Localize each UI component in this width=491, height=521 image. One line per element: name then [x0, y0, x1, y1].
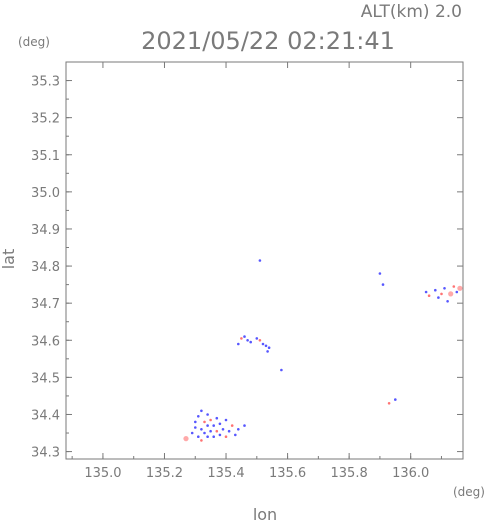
y-tick-label: 34.4 — [31, 408, 60, 423]
scatter-point — [215, 429, 219, 433]
y-tick-label: 35.2 — [31, 112, 60, 127]
scatter-point — [209, 418, 212, 422]
scatter-point — [264, 344, 268, 348]
scatter-point — [267, 346, 271, 350]
scatter-point — [209, 429, 212, 433]
scatter-point — [434, 288, 437, 292]
scatter-point — [255, 337, 259, 340]
y-tick-label: 35.1 — [31, 149, 60, 164]
scatter-point — [381, 283, 385, 286]
scatter-point — [446, 300, 449, 303]
scatter-point — [203, 431, 206, 435]
y-tick-label: 34.5 — [31, 371, 60, 386]
scatter-point — [194, 426, 197, 429]
x-unit-label: (deg) — [453, 485, 485, 499]
scatter-point — [215, 416, 219, 420]
scatter-point — [200, 428, 203, 431]
scatter-point — [243, 335, 246, 338]
y-tick-label: 34.3 — [31, 446, 60, 461]
scatter-point — [206, 413, 209, 416]
scatter-point — [203, 420, 206, 424]
scatter-point — [455, 290, 459, 294]
x-tick-label: 135.6 — [269, 466, 306, 481]
scatter-point — [394, 398, 397, 401]
scatter-point — [448, 291, 454, 297]
y-tick-label: 34.9 — [31, 223, 60, 238]
scatter-point — [206, 424, 209, 427]
scatter-point — [246, 339, 249, 342]
scatter-point — [224, 435, 228, 439]
y-tick-label: 35.3 — [31, 75, 60, 90]
scatter-point — [280, 368, 283, 372]
y-tick-label: 35.0 — [31, 186, 60, 201]
x-tick-label: 135.8 — [331, 466, 368, 481]
scatter-point — [212, 435, 215, 439]
x-tick-label: 135.0 — [84, 466, 121, 481]
x-tick-label: 136.0 — [392, 466, 429, 481]
scatter-point — [230, 424, 234, 427]
scatter-point — [218, 433, 222, 437]
scatter-point — [194, 420, 197, 424]
scatter-point — [443, 287, 446, 290]
scatter-point — [221, 428, 225, 431]
scatter-point — [197, 415, 200, 418]
scatter-point — [224, 418, 228, 422]
scatter-point — [200, 439, 203, 442]
scatter-point — [258, 259, 262, 262]
scatter-point — [261, 342, 265, 346]
scatter-point — [237, 342, 240, 346]
y-tick-label: 34.7 — [31, 297, 60, 312]
scatter-point — [197, 435, 200, 439]
data-points — [183, 259, 463, 442]
x-axis-ticks: 135.0 135.2 135.4 135.6 135.8 136.0 — [71, 62, 442, 481]
y-unit-label: (deg) — [18, 35, 50, 49]
scatter-point — [387, 402, 391, 405]
y-axis-label: lat — [0, 249, 18, 270]
plot-frame — [65, 61, 464, 460]
scatter-point — [457, 285, 463, 291]
scatter-point — [212, 424, 215, 427]
x-axis-label: lon — [253, 505, 277, 521]
x-tick-label: 135.2 — [146, 466, 183, 481]
y-tick-label: 34.8 — [31, 260, 60, 275]
scatter-point — [218, 422, 222, 426]
x-tick-label: 135.4 — [207, 466, 244, 481]
y-tick-label: 34.6 — [31, 334, 60, 349]
scatter-point — [206, 435, 209, 439]
chart-title: 2021/05/22 02:21:41 — [141, 27, 395, 55]
scatter-point — [427, 294, 431, 298]
scatter-point — [452, 285, 456, 288]
scatter-point — [424, 290, 428, 294]
y-axis-ticks: 34.3 34.4 34.5 34.6 34.7 34.8 34.9 35.0 35.1 35.2… — [31, 61, 463, 461]
scatter-point — [237, 428, 240, 431]
scatter-point — [190, 431, 194, 435]
scatter-point — [258, 339, 262, 342]
scatter-point — [200, 409, 203, 413]
scatter-point — [240, 337, 243, 340]
scatter-point — [227, 429, 231, 433]
scatter-point — [249, 340, 252, 344]
altitude-label: ALT(km) 2.0 — [361, 2, 462, 22]
scatter-point — [440, 292, 443, 296]
scatter-point — [183, 436, 189, 442]
scatter-point — [243, 424, 246, 427]
scatter-point — [234, 433, 237, 437]
scatter-point — [378, 272, 382, 275]
scatter-point — [266, 350, 269, 353]
scatter-point — [437, 296, 440, 299]
